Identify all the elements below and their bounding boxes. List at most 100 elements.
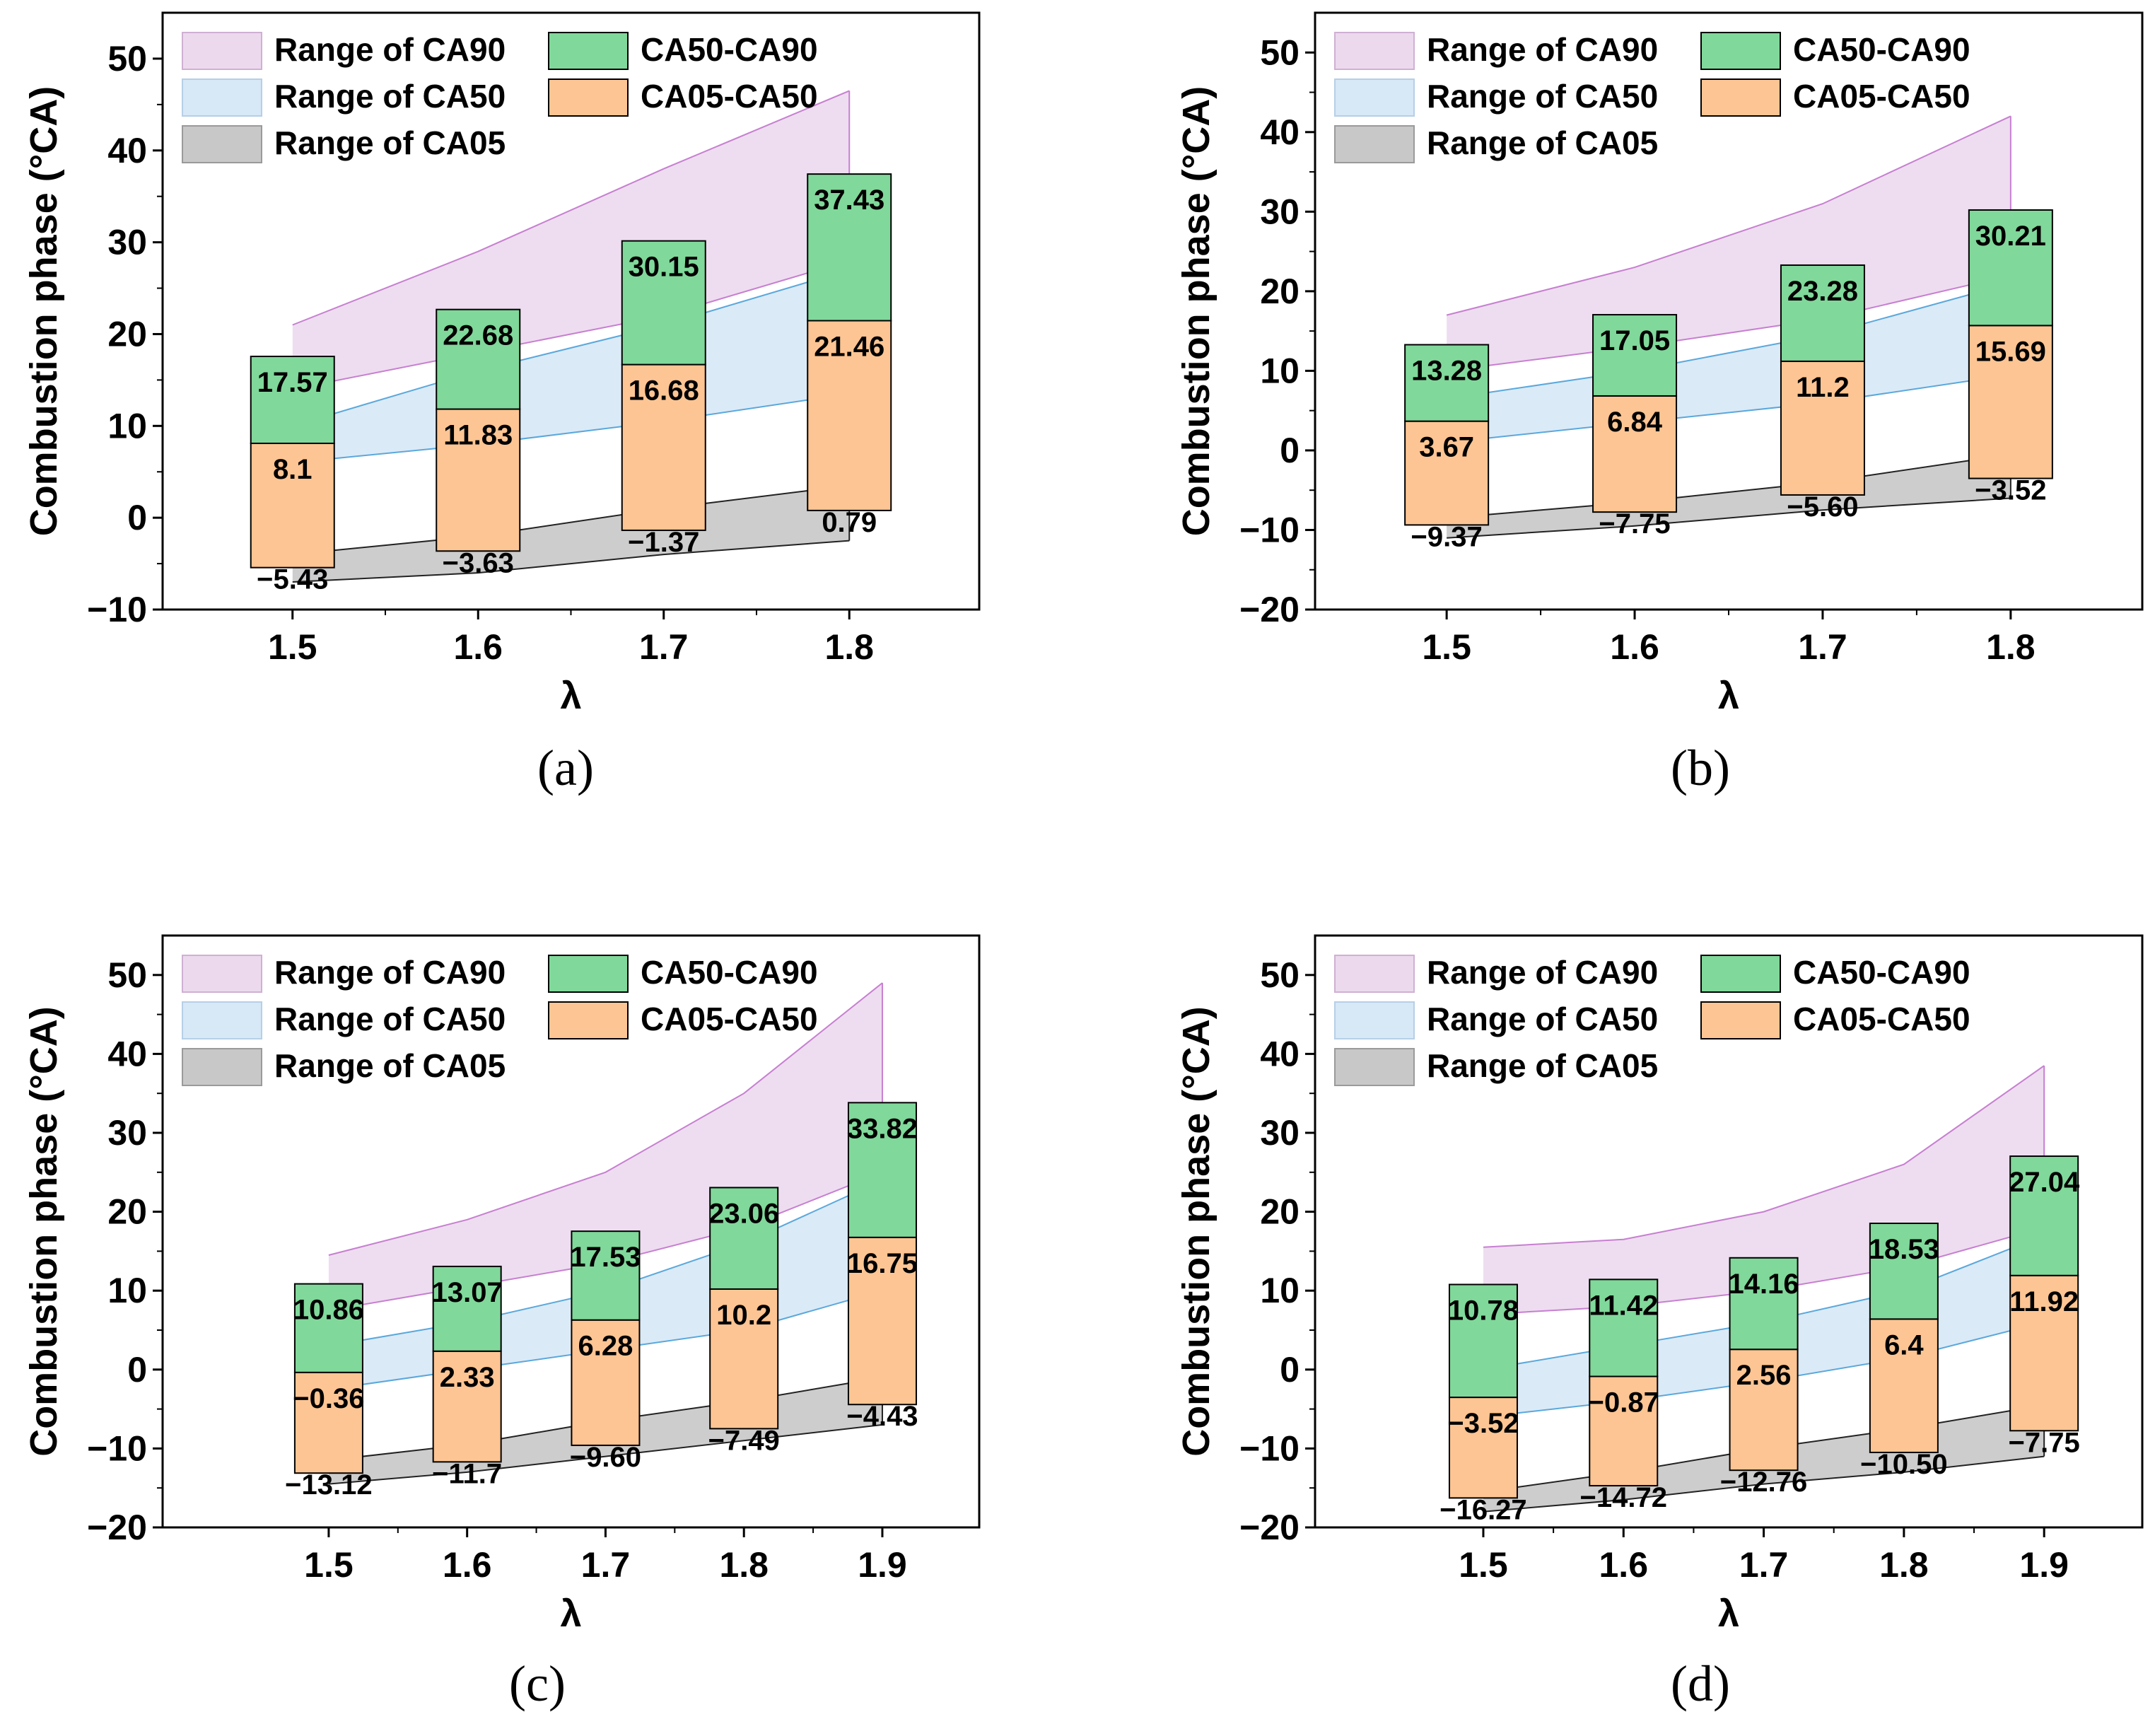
x-tick-label: 1.7 [639, 627, 689, 667]
bar-ca50-ca90 [1729, 1257, 1799, 1351]
legend-ca50-ca90-swatch [1700, 32, 1781, 70]
legend-ca05-ca50-swatch [548, 78, 629, 117]
data-label-ca90: 23.06 [708, 1198, 779, 1229]
bar-ca50-ca90 [621, 240, 706, 366]
bar-ca50-ca90 [1780, 264, 1865, 362]
legend-range-ca90-label: Range of CA90 [274, 954, 506, 991]
range-ca90-band [292, 91, 850, 390]
legend-range-ca50-swatch [1334, 78, 1415, 117]
chart-panel-a: 17.57 8.1 −5.43 22.68 11.83 −3.63 30.15 16.68 −1… [23, 11, 981, 796]
y-tick-label: 20 [1260, 1192, 1300, 1232]
bar-ca50-ca90 [2009, 1155, 2079, 1276]
legend-range-ca50-swatch [182, 78, 262, 117]
y-axis-title: Combustion phase (°CA) [1175, 1006, 1217, 1457]
y-tick-label: 20 [107, 1192, 147, 1232]
chart-panel-b: 13.28 3.67 −9.37 17.05 6.84 −7.75 23.28 11.2 −5.… [1175, 11, 2144, 796]
data-label-ca05: 0.79 [822, 507, 877, 538]
legend-range-ca50-label: Range of CA50 [274, 78, 506, 115]
legend-ca05-ca50-label: CA05-CA50 [1793, 1001, 1970, 1037]
y-tick-label: −20 [87, 1508, 147, 1547]
data-label-ca90: 17.53 [570, 1242, 641, 1273]
bar-ca05-ca50 [1592, 395, 1678, 513]
data-label-ca05: −5.60 [1787, 491, 1858, 523]
range-ca05-band-lower-edge [1447, 497, 2011, 539]
legend-ca05-ca50-label: CA05-CA50 [641, 78, 818, 115]
range-ca90-band-lower-edge [292, 260, 850, 390]
range-ca05-band-lower-edge [292, 540, 850, 583]
bar-ca05-ca50 [436, 408, 521, 552]
range-ca90-band-upper-edge [1483, 1065, 2045, 1248]
x-tick-label: 1.5 [268, 627, 317, 667]
y-tick-label: 50 [1260, 33, 1300, 72]
data-label-ca05: −13.12 [285, 1469, 372, 1501]
range-ca50-band-upper-edge [1446, 282, 2011, 400]
y-tick-label: 50 [107, 39, 147, 78]
bar-ca50-ca90 [1592, 314, 1678, 397]
data-label-ca05: −10.50 [1860, 1449, 1947, 1480]
bar-ca05-ca50 [621, 363, 706, 531]
data-label-ca90: 18.53 [1869, 1234, 1939, 1265]
range-ca90-band [1447, 116, 2011, 371]
legend-range-ca05-swatch [1334, 125, 1415, 163]
legend-ca50-ca90-label: CA50-CA90 [641, 954, 818, 991]
data-label-ca50: 6.84 [1607, 407, 1663, 438]
legend-range-ca90-swatch [1334, 955, 1415, 993]
y-tick-label: 40 [107, 1034, 147, 1073]
y-tick-label: 30 [1260, 1113, 1300, 1153]
data-label-ca05: −7.75 [1599, 508, 1670, 540]
panel-label: (c) [509, 1655, 566, 1712]
x-tick-label: 1.6 [453, 627, 503, 667]
chart-panel-c: 10.86 −0.36 −13.12 13.07 2.33 −11.7 17.53 6.28 −… [23, 934, 981, 1712]
data-label-ca50: 11.2 [1796, 372, 1850, 403]
legend-ca50-ca90-swatch [548, 32, 629, 70]
bar-ca05-ca50 [293, 1371, 363, 1474]
range-ca50-band [1447, 283, 2011, 443]
legend-range-ca50-swatch [182, 1001, 262, 1039]
x-tick-label: 1.8 [719, 1545, 769, 1585]
bar-ca50-ca90 [250, 356, 335, 444]
legend-ca05-ca50-swatch [548, 1001, 629, 1039]
bar-ca05-ca50 [1968, 325, 2053, 479]
bar-ca05-ca50 [709, 1288, 779, 1430]
data-label-ca05: −11.7 [432, 1458, 502, 1489]
legend-ca05-ca50-swatch [1700, 1001, 1781, 1039]
legend-range-ca90-swatch [182, 955, 262, 993]
data-label-ca50: 2.56 [1736, 1360, 1792, 1391]
data-label-ca05: −5.43 [257, 564, 328, 595]
data-label-ca50: −0.87 [1588, 1387, 1659, 1418]
legend: Range of CA90 Range of CA50 Range of CA05 C… [1334, 31, 1970, 163]
y-tick-label: 20 [1260, 272, 1300, 311]
y-tick-label: −20 [1239, 1508, 1300, 1547]
bar-ca05-ca50 [1729, 1348, 1799, 1472]
x-tick-label: 1.7 [581, 1545, 631, 1585]
data-label-ca50: 3.67 [1419, 432, 1474, 463]
y-tick-label: 20 [107, 314, 147, 354]
legend-ca50-ca90-swatch [548, 955, 629, 993]
range-ca50-band-upper-edge [292, 269, 850, 427]
bar-ca05-ca50 [2009, 1274, 2079, 1432]
bar-ca50-ca90 [436, 308, 521, 410]
data-label-ca90: 10.78 [1448, 1295, 1519, 1326]
y-tick-label: −20 [1239, 590, 1300, 629]
x-tick-label: 1.5 [1422, 627, 1471, 667]
x-tick-label: 1.8 [1879, 1545, 1929, 1585]
y-tick-label: 10 [107, 406, 147, 445]
x-tick-label: 1.6 [443, 1545, 492, 1585]
y-tick-label: 0 [1280, 1350, 1300, 1390]
data-label-ca90: 13.07 [432, 1277, 503, 1308]
legend-range-ca05-swatch [182, 1048, 262, 1086]
data-label-ca90: 23.28 [1787, 276, 1858, 307]
data-label-ca05: −9.37 [1411, 521, 1483, 552]
legend-range-ca90-label: Range of CA90 [1427, 31, 1658, 68]
range-ca90-band-lower-edge [1446, 274, 2011, 372]
data-label-ca05: −12.76 [1720, 1467, 1807, 1498]
bar-ca50-ca90 [1448, 1283, 1518, 1399]
y-tick-label: 40 [107, 131, 147, 170]
data-label-ca50: 16.75 [847, 1248, 918, 1279]
y-tick-label: 40 [1260, 1034, 1300, 1073]
y-tick-label: −10 [1239, 1428, 1300, 1468]
x-axis-title: λ [1718, 1592, 1739, 1635]
y-tick-label: −10 [87, 590, 147, 629]
y-axis-title: Combustion phase (°CA) [23, 86, 65, 537]
data-label-ca90: 33.82 [847, 1113, 918, 1144]
